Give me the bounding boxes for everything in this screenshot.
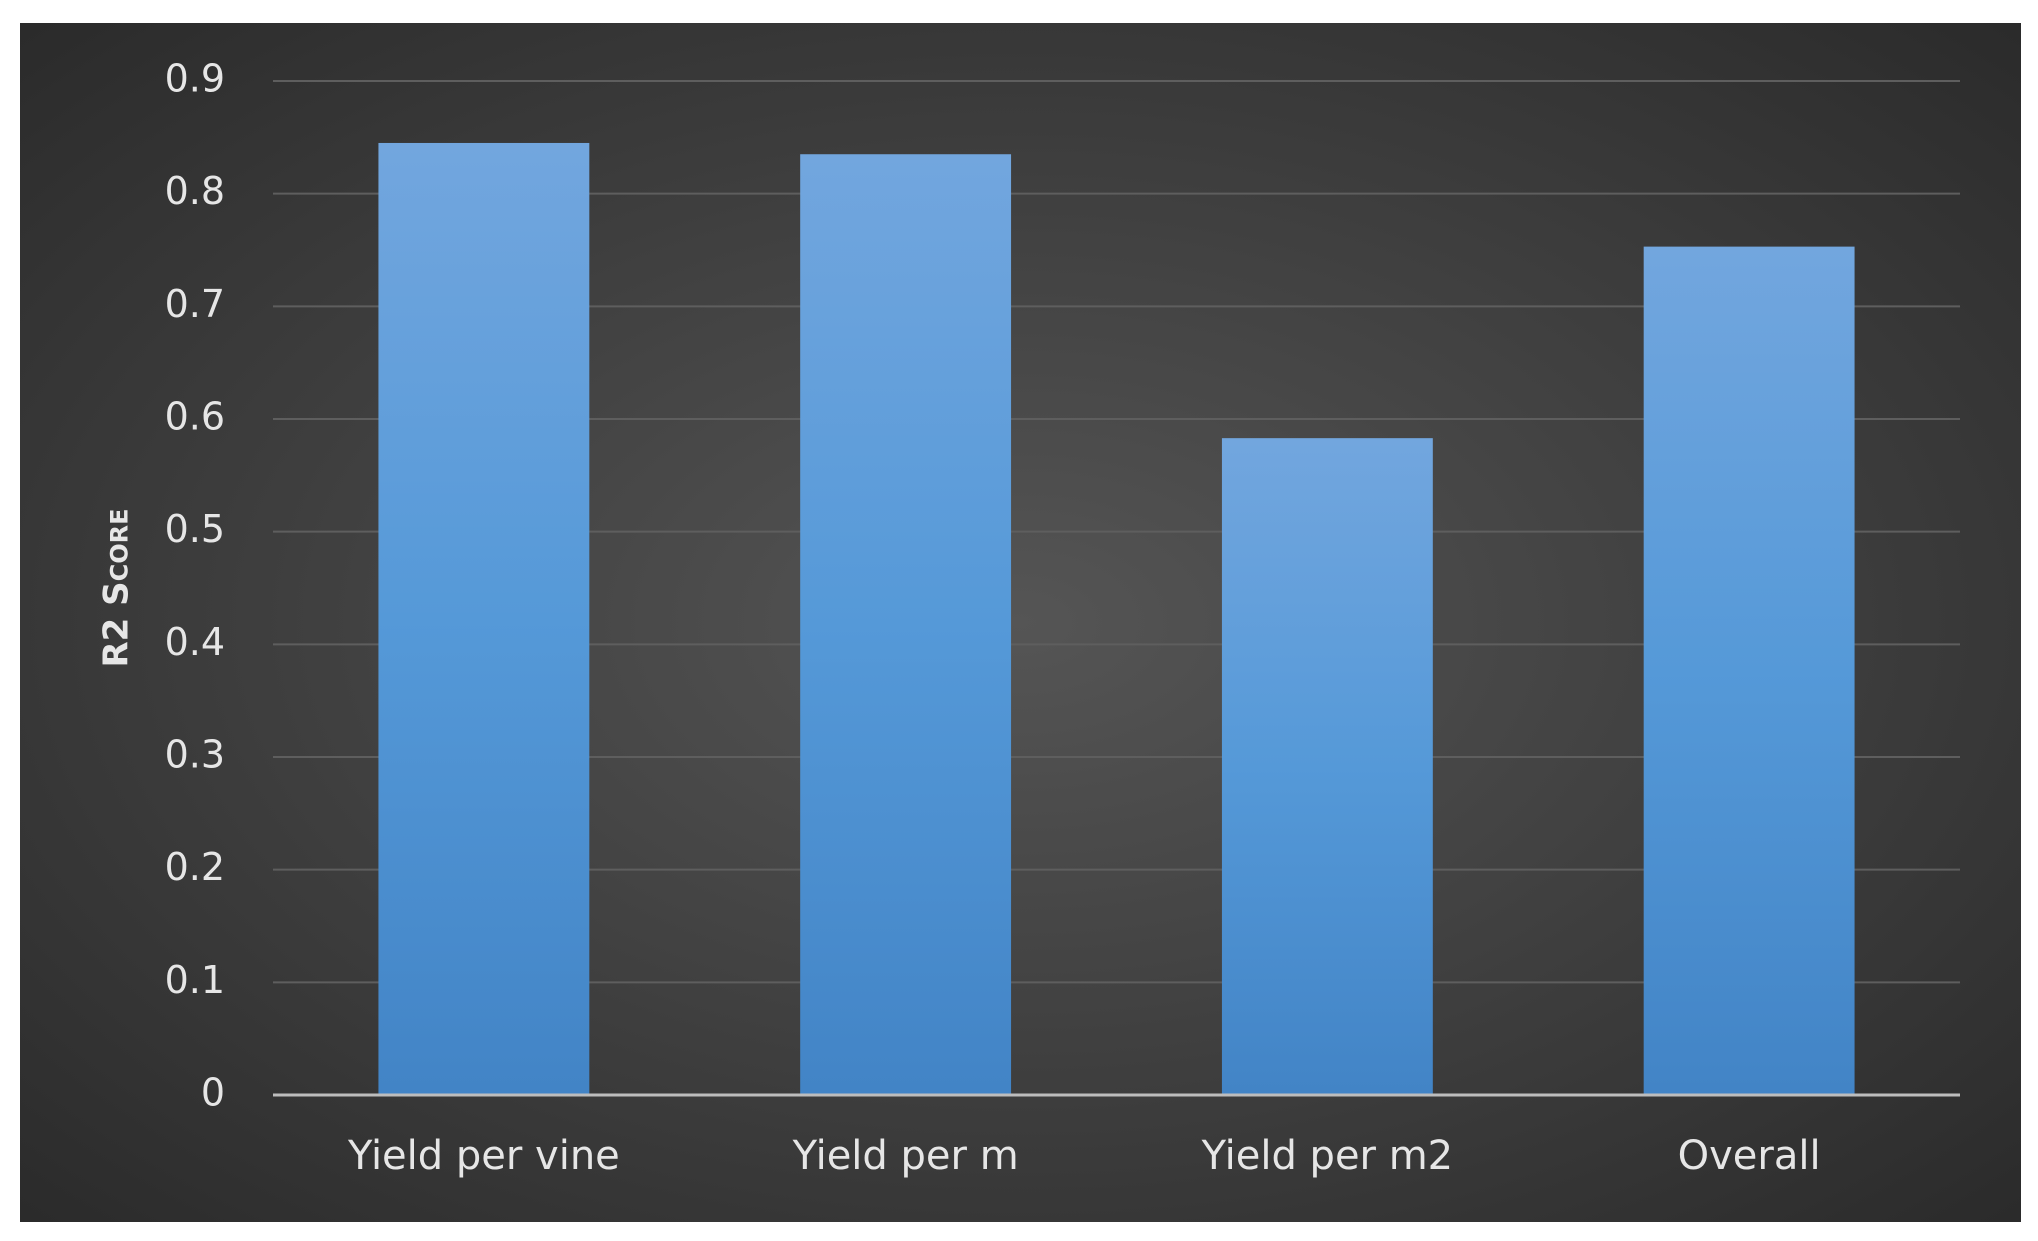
y-tick-label: 0.8	[165, 169, 225, 213]
y-tick-label: 0.9	[165, 57, 225, 101]
y-tick-label: 0.4	[165, 620, 225, 664]
y-axis-label: R2 Score	[97, 508, 137, 667]
y-tick-label: 0.5	[165, 507, 225, 551]
y-tick-label: 0.6	[165, 395, 225, 439]
bar	[378, 142, 590, 1095]
x-tick-label: Yield per m	[792, 1133, 1019, 1179]
bar	[800, 154, 1012, 1095]
bar	[1643, 246, 1855, 1095]
y-tick-label: 0.3	[165, 733, 225, 777]
x-tick-label: Yield per vine	[347, 1133, 620, 1179]
x-tick-label: Overall	[1678, 1133, 1821, 1179]
y-tick-label: 0	[201, 1071, 225, 1115]
y-tick-label: 0.7	[165, 282, 225, 326]
bar	[1221, 438, 1433, 1095]
x-tick-label: Yield per m2	[1201, 1133, 1454, 1179]
y-tick-label: 0.1	[165, 958, 225, 1002]
y-tick-label: 0.2	[165, 845, 225, 889]
